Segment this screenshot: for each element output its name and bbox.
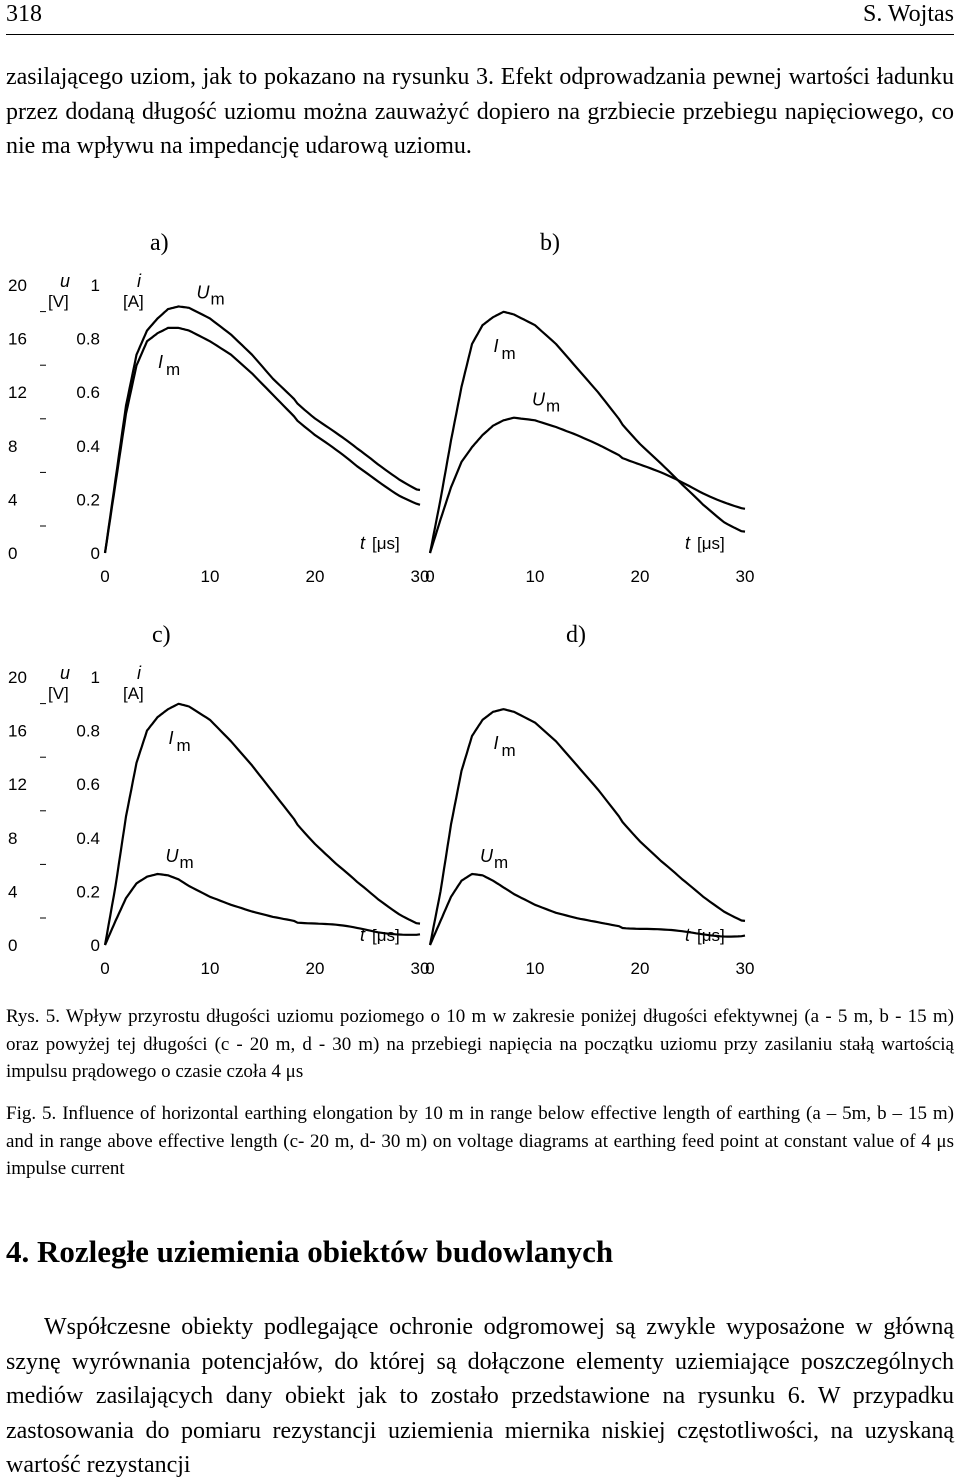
panel-a-im-label: I <box>158 352 163 372</box>
panel-b-im-label-sub: m <box>502 344 516 363</box>
panel-c-u-tick-3: 12 <box>8 775 27 794</box>
panel-a-i-tick-3: 0.6 <box>76 383 100 402</box>
caption-english: Fig. 5. Influence of horizontal earthing… <box>6 1103 954 1179</box>
running-author: S. Wojtas <box>863 1 954 27</box>
section-paragraph: Współczesne obiekty podlegające ochronie… <box>6 1314 954 1478</box>
panel-a-t-axis-unit: [μs] <box>372 534 400 553</box>
panel-c-i-tick-5: 1 <box>91 668 100 687</box>
panel-a-i-tick-0: 0 <box>91 544 100 563</box>
panel-c-i-axis-unit: [A] <box>123 684 144 703</box>
panel-a-u-tick-2: 8 <box>8 437 17 456</box>
panel-b-t-axis-label: t <box>685 533 691 553</box>
panel-d-x-tick-2: 20 <box>631 959 650 978</box>
panel-b-im-label: I <box>494 336 499 356</box>
panel-a-series-Im <box>103 326 421 554</box>
section-heading: 4. Rozległe uziemienia obiektów budowlan… <box>6 1234 614 1269</box>
panel-c-i-tick-0: 0 <box>91 936 100 955</box>
panel-d-x-tick-3: 30 <box>736 959 755 978</box>
panel-a-t-axis-label: t <box>360 533 366 553</box>
panel-a-i-tick-1: 0.2 <box>76 490 100 509</box>
panel-d-um-label: U <box>480 846 494 866</box>
panel-c-series-Im <box>103 702 421 946</box>
panel-c-i-axis-label: i <box>137 663 142 683</box>
panel-a-um-label: U <box>197 282 211 302</box>
panel-label-b: b) <box>540 230 560 256</box>
panel-d-t-axis-label: t <box>685 925 691 945</box>
panel-label-a: a) <box>150 230 169 256</box>
panel-d-x-tick-0: 0 <box>425 959 434 978</box>
panel-b-series-Um <box>428 416 746 554</box>
panel-a-i-tick-4: 0.8 <box>76 330 100 349</box>
panel-a-series-Um <box>103 305 421 554</box>
panel-a-um-label-sub: m <box>211 289 225 308</box>
panel-d-series-Im <box>428 708 746 946</box>
panel-a-u-tick-3: 12 <box>8 383 27 402</box>
panel-c-series-Um <box>103 872 421 946</box>
panel-c-t-axis-unit: [μs] <box>372 926 400 945</box>
panel-a-x-tick-3: 30 <box>411 567 430 586</box>
panel-c-x-tick-2: 20 <box>306 959 325 978</box>
panel-a-u-tick-5: 20 <box>8 276 27 295</box>
panel-c-x-tick-3: 30 <box>411 959 430 978</box>
panel-c-u-tick-1: 4 <box>8 882 17 901</box>
panel-c-x-tick-0: 0 <box>100 959 109 978</box>
panel-c-um-label: U <box>166 846 180 866</box>
panel-c-im-label-sub: m <box>177 736 191 755</box>
panel-c-u-tick-0: 0 <box>8 936 17 955</box>
panel-b-x-tick-0: 0 <box>425 567 434 586</box>
panel-a-i-axis-label: i <box>137 271 142 291</box>
panel-b-series-Im <box>428 310 746 554</box>
panel-b-x-tick-3: 30 <box>736 567 755 586</box>
figure-5: 0 10 20 3004812162000.20.40.60.81u[V]i[A]t[… <box>8 271 755 978</box>
panel-a-u-axis-unit: [V] <box>48 292 69 311</box>
panel-a-u-tick-4: 16 <box>8 330 27 349</box>
panel-b-um-label-sub: m <box>546 397 560 416</box>
panel-label-c: c) <box>152 622 171 648</box>
panel-c-i-tick-1: 0.2 <box>76 882 100 901</box>
panel-c-u-tick-2: 8 <box>8 829 17 848</box>
panel-c-im-label: I <box>169 728 174 748</box>
panel-label-d: d) <box>566 622 586 648</box>
panel-b-x-tick-2: 20 <box>631 567 650 586</box>
panel-c-i-tick-4: 0.8 <box>76 722 100 741</box>
panel-a-u-axis-label: u <box>60 271 70 291</box>
panel-a-i-tick-5: 1 <box>91 276 100 295</box>
panel-d-series-Um <box>428 872 746 946</box>
panel-b-um-label: U <box>532 390 546 410</box>
panel-a-u-tick-0: 0 <box>8 544 17 563</box>
panel-a-x-tick-1: 10 <box>201 567 220 586</box>
panel-d-um-label-sub: m <box>494 853 508 872</box>
panel-a-u-tick-1: 4 <box>8 490 17 509</box>
panel-a-i-axis-unit: [A] <box>123 292 144 311</box>
panel-c-i-tick-2: 0.4 <box>76 829 100 848</box>
panel-c-u-tick-4: 16 <box>8 722 27 741</box>
panel-a-im-label-sub: m <box>166 360 180 379</box>
panel-c-i-tick-3: 0.6 <box>76 775 100 794</box>
panel-c-um-label-sub: m <box>180 853 194 872</box>
panel-d-x-tick-1: 10 <box>526 959 545 978</box>
caption-polish: Rys. 5. Wpływ przyrostu długości uziomu … <box>6 1006 954 1082</box>
panel-d-im-label-sub: m <box>502 741 516 760</box>
panel-c-u-axis-unit: [V] <box>48 684 69 703</box>
intro-paragraph: zasilającego uziom, jak to pokazano na r… <box>6 64 954 159</box>
panel-c-t-axis-label: t <box>360 925 366 945</box>
panel-c-u-tick-5: 20 <box>8 668 27 687</box>
page-number: 318 <box>6 1 42 27</box>
panel-d-im-label: I <box>494 733 499 753</box>
panel-a-i-tick-2: 0.4 <box>76 437 100 456</box>
panel-c-x-tick-1: 10 <box>201 959 220 978</box>
panel-a-x-tick-0: 0 <box>100 567 109 586</box>
panel-b-t-axis-unit: [μs] <box>697 534 725 553</box>
panel-c-u-axis-label: u <box>60 663 70 683</box>
panel-a-x-tick-2: 20 <box>306 567 325 586</box>
panel-b-x-tick-1: 10 <box>526 567 545 586</box>
page-header: 318 S. Wojtas <box>6 0 954 35</box>
